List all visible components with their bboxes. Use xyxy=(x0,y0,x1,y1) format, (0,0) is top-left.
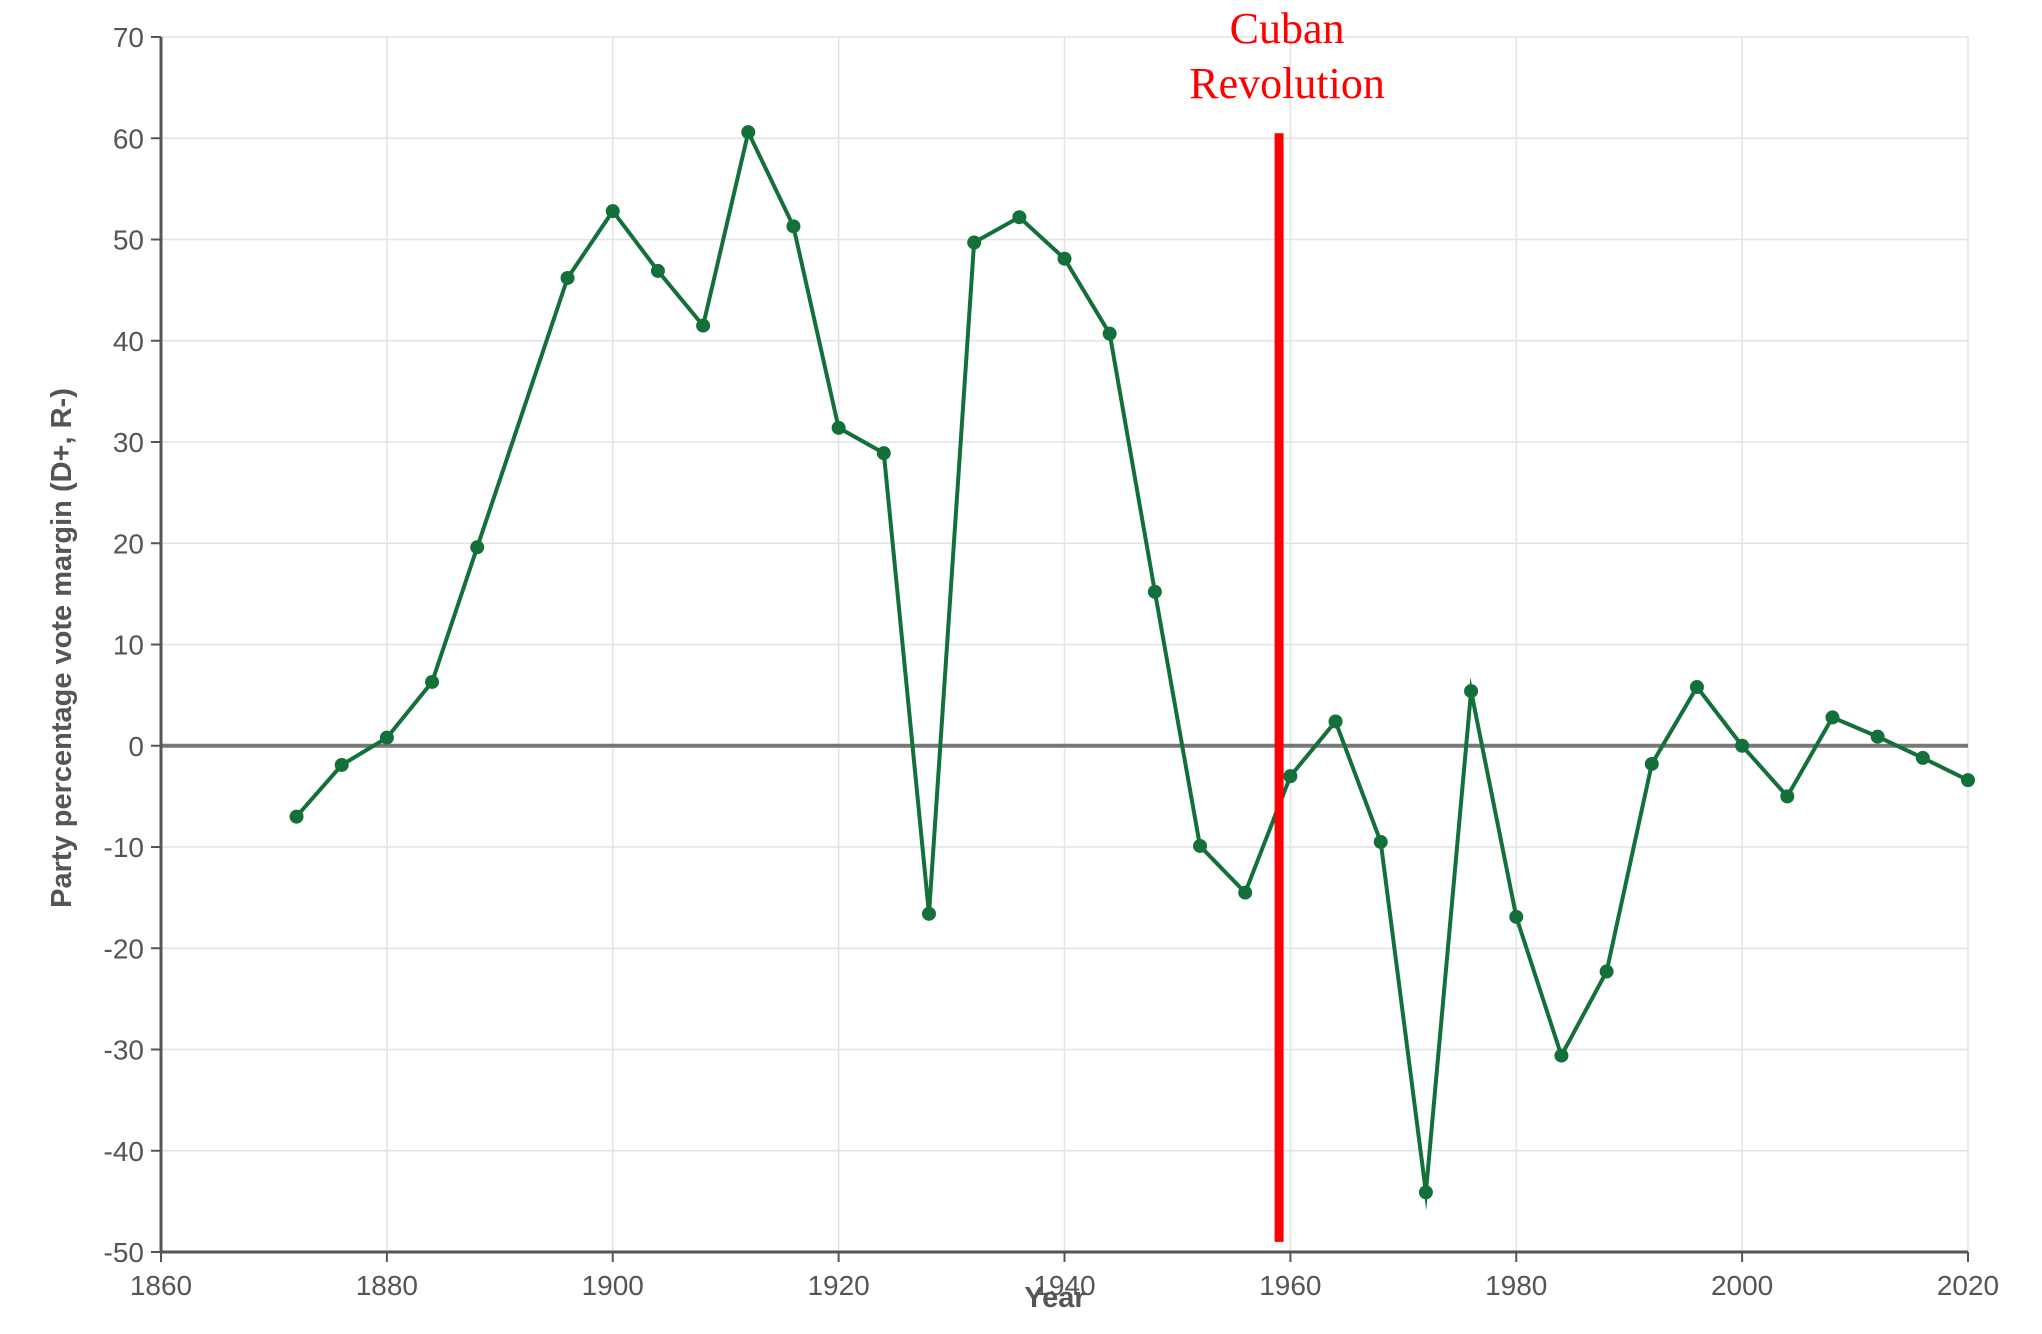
data-point xyxy=(1283,769,1298,784)
data-point xyxy=(1599,964,1614,979)
data-point xyxy=(1464,684,1479,699)
data-point xyxy=(1102,326,1117,341)
data-point xyxy=(1870,729,1885,744)
data-point xyxy=(1418,1185,1433,1200)
data-point xyxy=(1915,750,1930,765)
data-point xyxy=(334,757,349,772)
series-group xyxy=(289,125,1975,1211)
data-point xyxy=(1735,738,1750,753)
data-point xyxy=(470,540,485,555)
y-tick-label: -40 xyxy=(104,1136,144,1167)
x-tick-label: 2020 xyxy=(1937,1270,1999,1301)
y-tick-label: 50 xyxy=(113,225,144,256)
data-point xyxy=(379,730,394,745)
data-point xyxy=(967,235,982,250)
data-point xyxy=(1238,885,1253,900)
y-tick-label: -10 xyxy=(104,832,144,863)
data-point xyxy=(1961,773,1975,788)
data-point xyxy=(1509,909,1524,924)
data-point xyxy=(1147,584,1162,599)
event-label: Revolution xyxy=(1189,59,1385,108)
x-tick-label: 2000 xyxy=(1711,1270,1773,1301)
x-tick-label: 1940 xyxy=(1033,1270,1095,1301)
data-point xyxy=(921,906,936,921)
y-tick-label: 30 xyxy=(113,427,144,458)
data-point xyxy=(696,318,711,333)
x-tick-label: 1980 xyxy=(1485,1270,1547,1301)
y-tick-label: 0 xyxy=(128,731,144,762)
axes: 1860 1880 1900 1920 1940 1960 1980 2000 2020 70 60… xyxy=(104,22,2000,1301)
x-tick-label: 1900 xyxy=(582,1270,644,1301)
data-point xyxy=(1057,251,1072,266)
data-point xyxy=(741,125,756,140)
y-tick-label: -50 xyxy=(104,1237,144,1268)
y-tick-label: 40 xyxy=(113,326,144,357)
data-point xyxy=(1554,1048,1569,1063)
data-point xyxy=(1193,838,1208,853)
annotation-group: Cuban Revolution xyxy=(1189,4,1385,1242)
y-tick-label: -30 xyxy=(104,1035,144,1066)
y-tick-label: 20 xyxy=(113,528,144,559)
data-point xyxy=(831,420,846,435)
data-point xyxy=(1373,834,1388,849)
x-tick-label: 1860 xyxy=(130,1270,192,1301)
event-label: Cuban xyxy=(1230,4,1345,53)
data-point xyxy=(425,674,440,689)
y-tick-label: -20 xyxy=(104,933,144,964)
data-point xyxy=(1689,680,1704,695)
x-tick-label: 1880 xyxy=(356,1270,418,1301)
y-tick-label: 10 xyxy=(113,630,144,661)
data-point xyxy=(605,204,620,219)
series-line xyxy=(294,126,1969,1211)
x-tick-label: 1960 xyxy=(1259,1270,1321,1301)
y-axis-title: Party percentage vote margin (D+, R-) xyxy=(46,388,78,908)
data-point xyxy=(1644,756,1659,771)
data-point xyxy=(560,270,575,285)
data-point xyxy=(876,446,891,461)
y-tick-label: 70 xyxy=(113,22,144,53)
grid-lines xyxy=(161,36,1969,1252)
y-tick-label: 60 xyxy=(113,123,144,154)
data-point xyxy=(1780,789,1795,804)
data-point xyxy=(1012,210,1027,225)
data-point xyxy=(1825,710,1840,725)
x-tick-label: 1920 xyxy=(807,1270,869,1301)
data-point xyxy=(289,809,304,824)
data-point xyxy=(650,263,665,278)
x-axis-title: Year xyxy=(1024,1282,1085,1314)
data-point xyxy=(786,219,801,234)
data-point xyxy=(1328,714,1343,729)
